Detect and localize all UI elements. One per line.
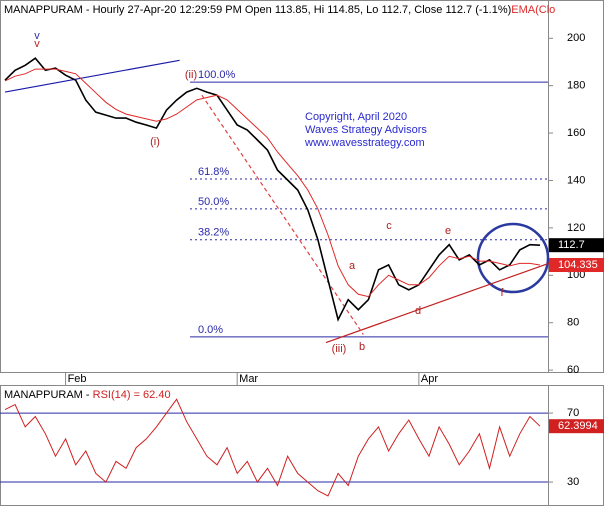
price-panel (0, 0, 604, 373)
fib-label: 100.0% (198, 69, 236, 81)
rsi-title: MANAPPURAM - RSI(14) = 62.40 (4, 389, 171, 401)
annotation: Copyright, April 2020 (305, 111, 407, 123)
fib-label: 50.0% (198, 196, 229, 208)
last-value-label: 104.335 (558, 259, 598, 271)
fib-label: 38.2% (198, 227, 229, 239)
wave-label: a (349, 260, 356, 272)
last-value-box (549, 258, 604, 273)
trendline (325, 261, 554, 344)
series-line (4, 68, 541, 298)
rsi-panel (0, 385, 604, 506)
wave-label: d (415, 305, 421, 317)
wave-label: (i) (150, 136, 160, 148)
y-tick-label: 70 (567, 407, 579, 419)
price-title: MANAPPURAM - Hourly 27-Apr-20 12:29:59 P… (4, 4, 555, 16)
wave-label: e (445, 225, 451, 237)
y-tick-label: 180 (567, 80, 585, 92)
last-value-box (549, 238, 604, 253)
wave-label: f (500, 287, 504, 299)
series-line (4, 398, 541, 497)
wave-label: v (34, 38, 40, 50)
last-value-box (549, 419, 604, 434)
annotation: www.wavesstrategy.com (304, 137, 425, 149)
rsi-title-value: RSI(14) = 62.40 (93, 389, 171, 401)
trendline (4, 59, 180, 93)
x-tick-label: Feb (68, 373, 87, 385)
wave-label: v (34, 30, 40, 42)
y-tick-label: 140 (567, 174, 585, 186)
x-tick-label: Apr (421, 373, 438, 385)
wave-label: (iii) (332, 343, 347, 355)
last-value-label: 62.3994 (558, 420, 598, 432)
highlight-circle (476, 222, 550, 294)
y-tick-label: 30 (567, 476, 579, 488)
annotation: Waves Strategy Advisors (305, 124, 427, 136)
fib-label: 61.8% (198, 166, 229, 178)
y-tick-label: 80 (567, 317, 579, 329)
y-tick-label: 160 (567, 127, 585, 139)
last-value-label: 112.7 (558, 239, 585, 251)
wave-label: b (359, 341, 365, 353)
x-tick-label: Mar (239, 373, 258, 385)
title-ema: EMA(Clo (511, 4, 555, 16)
y-tick-label: 60 (567, 364, 579, 376)
wave-label: c (386, 220, 392, 232)
title-main: MANAPPURAM - Hourly 27-Apr-20 12:29:59 P… (4, 4, 511, 16)
y-tick-label: 100 (567, 269, 585, 281)
trendline (201, 94, 364, 335)
fib-label: 0.0% (198, 324, 223, 336)
wave-label: (ii) (185, 69, 197, 81)
rsi-title-main: MANAPPURAM - (4, 389, 93, 401)
series-line (4, 57, 541, 322)
y-tick-label: 120 (567, 222, 585, 234)
y-tick-label: 200 (567, 32, 585, 44)
